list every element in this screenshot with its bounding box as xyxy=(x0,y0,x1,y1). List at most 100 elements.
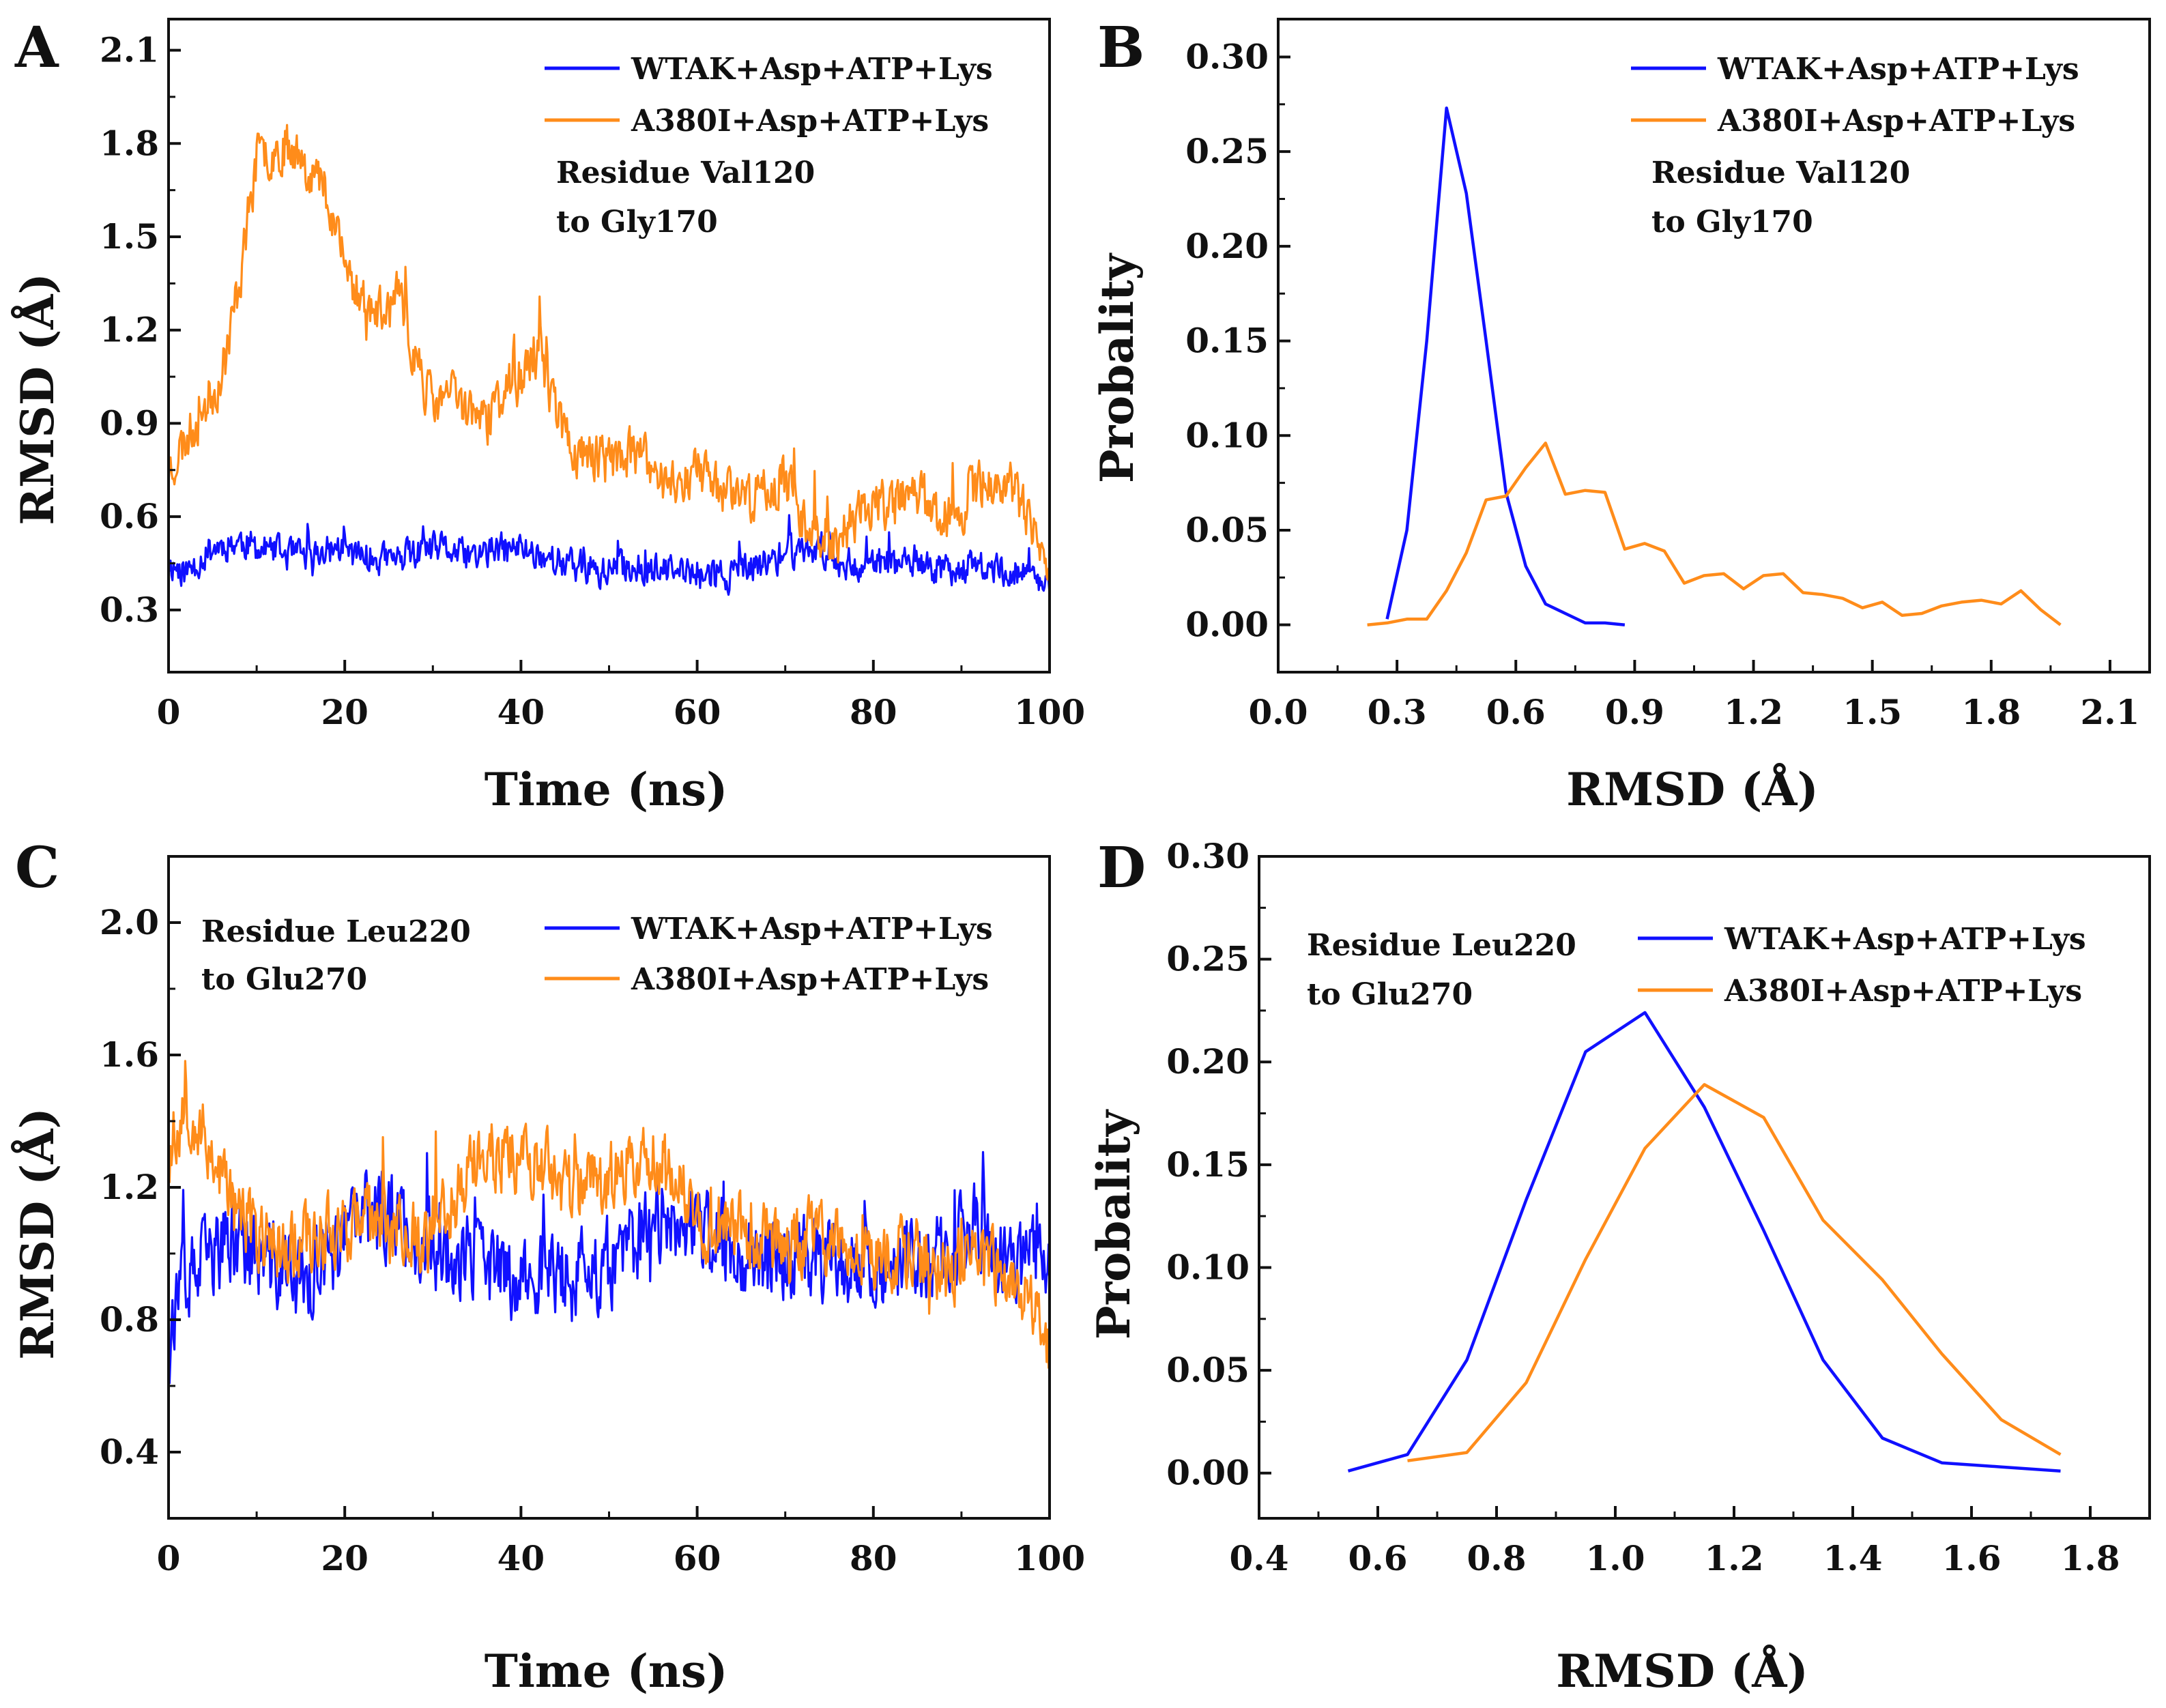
panel-b-legend: WTAK+Asp+ATP+Lys A380I+Asp+ATP+Lys xyxy=(1631,52,2079,139)
panel-a-xtick-label: 0 xyxy=(157,692,181,732)
panel-b-xtick-label: 1.2 xyxy=(1724,692,1783,732)
panel-a-ytick-label: 0.6 xyxy=(100,496,159,536)
panel-b-legend-entry-mut: A380I+Asp+ATP+Lys xyxy=(1631,104,2075,139)
panel-d-xtick-label: 1.6 xyxy=(1942,1538,2002,1578)
panel-b-series-mut xyxy=(1367,442,2062,626)
panel-b-plot: 0.0 0.3 0.6 0.9 1.2 1.5 1.8 2.1 0.00 0.05 0.10 0.15… xyxy=(1185,18,2151,732)
panel-d-xtick-label: 1.4 xyxy=(1823,1538,1883,1578)
panel-d-xtick-label: 1.8 xyxy=(2061,1538,2120,1578)
panel-d-xtick-label: 1.0 xyxy=(1586,1538,1645,1578)
panel-a-ylabel: RMSD (Å) xyxy=(11,273,64,525)
panel-b-xtick-label: 0.6 xyxy=(1486,692,1546,732)
panel-a-xlabel: Time (ns) xyxy=(485,763,728,816)
panel-b-annotation-line1: Residue Val120 xyxy=(1651,156,1910,190)
panel-d-ytick-label: 0.20 xyxy=(1166,1041,1250,1082)
panel-c-ytick-label: 0.4 xyxy=(100,1432,159,1472)
panel-c-ytick-label: 1.2 xyxy=(100,1167,159,1207)
panel-a-xtick-label: 100 xyxy=(1014,692,1085,732)
panel-c-annotation-line1: Residue Leu220 xyxy=(201,914,471,949)
panel-a-ytick-label: 1.8 xyxy=(100,123,159,163)
panel-d-legend-label-wt: WTAK+Asp+ATP+Lys xyxy=(1724,922,2086,957)
panel-c-series-mut xyxy=(167,1060,1051,1370)
panel-a-letter: A xyxy=(14,15,59,81)
panel-b-ylabel: Probality xyxy=(1091,252,1144,483)
panel-b-ytick-label: 0.30 xyxy=(1185,36,1269,76)
panel-a-ytick-label: 1.5 xyxy=(100,216,159,257)
panel-c-legend-entry-mut: A380I+Asp+ATP+Lys xyxy=(545,962,989,997)
panel-b-ytick-label: 0.15 xyxy=(1185,321,1269,361)
panel-d-ytick-label: 0.15 xyxy=(1166,1144,1250,1185)
panel-c-legend-label-mut: A380I+Asp+ATP+Lys xyxy=(631,962,989,997)
panel-c-annotation-line2: to Glu270 xyxy=(201,962,367,997)
panel-a-ytick-label: 2.1 xyxy=(100,30,159,70)
panel-c-xtick-label: 20 xyxy=(321,1538,369,1578)
panel-a-legend-label-mut: A380I+Asp+ATP+Lys xyxy=(631,104,989,139)
panel-b-ytick-label: 0.05 xyxy=(1185,510,1269,550)
panel-b-frame xyxy=(1277,18,2151,674)
panel-b-annotation-line2: to Gly170 xyxy=(1651,205,1813,240)
panel-a-legend-label-wt: WTAK+Asp+ATP+Lys xyxy=(631,52,993,87)
panel-d-series-wt xyxy=(1347,1011,2061,1473)
panel-b-xtick-label: 1.8 xyxy=(1961,692,2021,732)
panel-a-ytick-label: 0.3 xyxy=(100,590,159,630)
panel-a-ytick-label: 1.2 xyxy=(100,310,159,350)
panel-d-letter: D xyxy=(1097,835,1146,901)
panel-c-plot: 0 20 40 60 80 100 0.4 0.8 1.2 1.6 2.0 xyxy=(100,855,1085,1578)
panel-a-ytick-label: 0.9 xyxy=(100,403,159,443)
panel-a-xtick-label: 60 xyxy=(674,692,721,732)
panel-b-legend-label-mut: A380I+Asp+ATP+Lys xyxy=(1717,104,2075,139)
panel-a-series-wt xyxy=(168,514,1051,596)
panel-d-plot: 0.4 0.6 0.8 1.0 1.2 1.4 1.6 1.8 0.00 0.05 0.10 0.15… xyxy=(1166,836,2151,1578)
panel-a-legend-entry-wt: WTAK+Asp+ATP+Lys xyxy=(545,52,993,87)
panel-d-ytick-label: 0.25 xyxy=(1166,939,1250,979)
panel-d-ylabel: Probality xyxy=(1087,1109,1140,1340)
panel-d-xtick-label: 1.2 xyxy=(1705,1538,1764,1578)
panel-c-ytick-label: 1.6 xyxy=(100,1034,159,1075)
panel-a-series-mut xyxy=(167,124,1051,590)
panel-a: A 0 20 40 60 80 100 0.3 0.6 0.9 1.2 1.5 1.8 2.1 Time… xyxy=(11,15,1085,816)
panel-b-xtick-label: 0.0 xyxy=(1249,692,1308,732)
panel-d-xtick-label: 0.6 xyxy=(1348,1538,1408,1578)
panel-b-xtick-label: 0.3 xyxy=(1368,692,1427,732)
panel-d-ytick-label: 0.00 xyxy=(1166,1453,1250,1493)
panel-d: D 0.4 0.6 0.8 1.0 1.2 1.4 1.6 1.80.000.050.100.… xyxy=(1087,835,2151,1698)
panel-a-xtick-label: 40 xyxy=(497,692,545,732)
panel-a-plot: 0 20 40 60 80 100 0.3 0.6 0.9 1.2 1.5 1.8 2.1 xyxy=(100,18,1085,732)
panel-d-annotation-line1: Residue Leu220 xyxy=(1307,928,1576,963)
panel-c-ytick-label: 2.0 xyxy=(100,902,159,942)
panel-c-legend-label-wt: WTAK+Asp+ATP+Lys xyxy=(631,912,993,946)
panel-b-ytick-label: 0.20 xyxy=(1185,226,1269,266)
panel-d-frame xyxy=(1258,855,2151,1520)
panel-d-ytick-label: 0.05 xyxy=(1166,1350,1250,1390)
panel-b-xtick-label: 0.9 xyxy=(1605,692,1664,732)
panel-a-xtick-label: 20 xyxy=(321,692,369,732)
panel-b-xtick-label: 2.1 xyxy=(2080,692,2139,732)
panel-d-xtick-label: 0.8 xyxy=(1467,1538,1527,1578)
panel-d-legend-entry-wt: WTAK+Asp+ATP+Lys xyxy=(1638,922,2086,957)
panel-c-letter: C xyxy=(15,835,59,901)
panel-d-xtick-label: 0.4 xyxy=(1230,1538,1289,1578)
panel-c-xtick-label: 40 xyxy=(497,1538,545,1578)
panel-b-series-wt xyxy=(1385,106,1626,626)
panel-a-legend-entry-mut: A380I+Asp+ATP+Lys xyxy=(545,104,989,139)
panel-b-xlabel: RMSD (Å) xyxy=(1566,763,1818,816)
panel-d-ytick-label: 0.10 xyxy=(1166,1247,1250,1287)
panel-b-legend-entry-wt: WTAK+Asp+ATP+Lys xyxy=(1631,52,2079,87)
panel-c-xtick-label: 100 xyxy=(1014,1538,1085,1578)
panel-b-xtick-label: 1.5 xyxy=(1843,692,1902,732)
panel-b-legend-label-wt: WTAK+Asp+ATP+Lys xyxy=(1717,52,2079,87)
panel-c-legend: WTAK+Asp+ATP+Lys A380I+Asp+ATP+Lys xyxy=(545,912,993,997)
panel-a-legend: WTAK+Asp+ATP+Lys A380I+Asp+ATP+Lys xyxy=(545,52,993,139)
panel-a-xtick-label: 80 xyxy=(850,692,897,732)
panel-b-letter: B xyxy=(1097,15,1144,81)
panel-d-annotation-line2: to Glu270 xyxy=(1307,977,1473,1012)
panel-d-xlabel: RMSD (Å) xyxy=(1556,1645,1808,1698)
panel-c-ytick-label: 0.8 xyxy=(100,1299,159,1340)
panel-c-ylabel: RMSD (Å) xyxy=(11,1108,64,1359)
panel-c-xlabel: Time (ns) xyxy=(485,1645,728,1698)
panel-d-legend-entry-mut: A380I+Asp+ATP+Lys xyxy=(1638,974,2082,1009)
panel-a-annotation-line2: to Gly170 xyxy=(556,205,718,240)
panel-c-legend-entry-wt: WTAK+Asp+ATP+Lys xyxy=(545,912,993,946)
panel-b-ytick-label: 0.25 xyxy=(1185,131,1269,171)
